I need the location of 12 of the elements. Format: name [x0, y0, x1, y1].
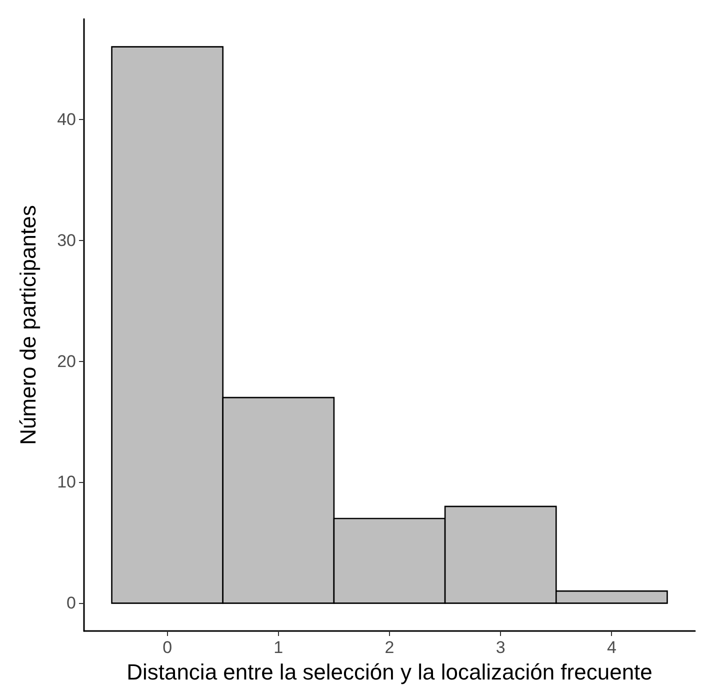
- y-axis-title: Número de participantes: [16, 205, 40, 445]
- x-tick-label: 2: [384, 638, 394, 657]
- y-tick-label: 20: [57, 352, 76, 371]
- y-tick-label: 0: [66, 594, 76, 613]
- y-tick-label: 40: [57, 110, 76, 129]
- x-axis-title: Distancia entre la selección y la localización frecuente: [126, 660, 652, 684]
- y-tick-label: 10: [57, 472, 76, 492]
- x-tick-label: 1: [274, 638, 284, 657]
- x-tick-label: 0: [162, 638, 172, 657]
- y-tick-label: 30: [57, 230, 76, 250]
- x-tick-label: 4: [606, 638, 616, 657]
- x-tick-label: 3: [496, 638, 506, 657]
